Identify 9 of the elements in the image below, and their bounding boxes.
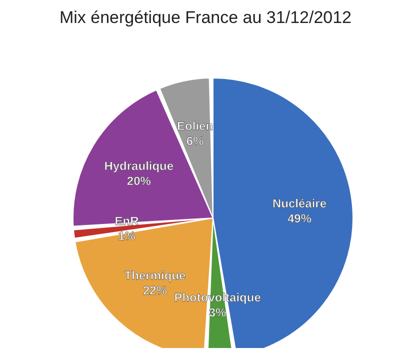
data-label: 20% xyxy=(126,174,152,188)
chart-title: Mix énergétique France au 31/12/2012 xyxy=(58,8,353,28)
slice-label: Nucléaire xyxy=(272,196,327,211)
data-label: 6% xyxy=(186,134,204,148)
data-label: 22% xyxy=(142,284,168,298)
data-label: 1% xyxy=(118,228,136,243)
slice-label: Thermique xyxy=(124,268,186,283)
slice-label: Hydraulique xyxy=(104,158,174,173)
data-label: 49% xyxy=(287,212,312,226)
